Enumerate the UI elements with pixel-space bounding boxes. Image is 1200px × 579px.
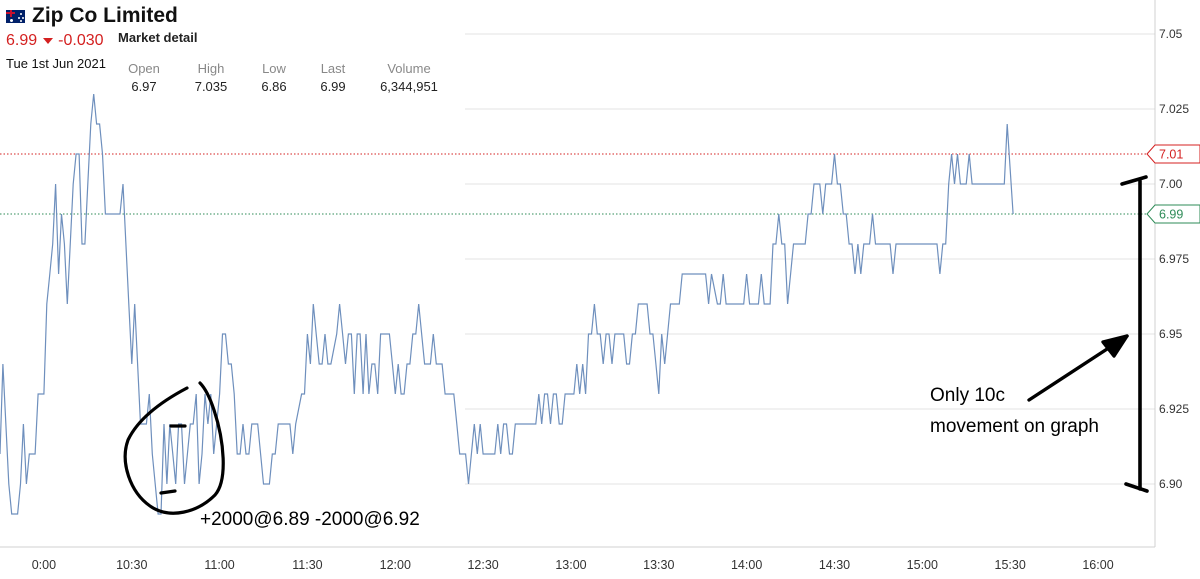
quote-header: Zip Co Limited 6.99 -0.030 Tue 1st Jun 2… [6,4,178,71]
stat-value-last: 6.99 [320,79,346,94]
y-tick-label-6: 7.05 [1159,27,1183,41]
last-price: 6.99 [6,32,38,49]
reference-label-box-1 [1146,204,1200,224]
x-tick-label-6: 13:00 [555,558,586,572]
handwritten-annotations [123,175,1149,515]
reference-lines [0,153,1155,215]
reference-label-1: 6.99 [1159,208,1183,222]
x-tick-label-12: 16:00 [1082,558,1113,572]
x-tick-label-2: 11:00 [204,558,234,572]
stat-label-volume: Volume [387,61,431,76]
y-tick-label-0: 6.90 [1159,477,1183,491]
australia-flag-icon [6,9,25,23]
annotation-trades: +2000@6.89 -2000@6.92 [200,509,420,530]
x-tick-label-5: 12:30 [467,558,498,572]
price-change: -0.030 [58,32,104,49]
y-tick-label-4: 7.00 [1159,177,1183,191]
arrow-head [1101,334,1129,358]
x-axis-ticks: 0:00 10:30 11:00 11:30 12:00 12:30 13:00 13:30 1… [32,558,1114,572]
stat-label-low: Low [262,61,286,76]
x-tick-label-11: 15:30 [995,558,1026,572]
reference-label-0: 7.01 [1159,148,1183,162]
reference-labels: 7.01 6.99 [1146,144,1200,224]
y-tick-label-3: 6.975 [1159,252,1189,266]
market-detail-title: Market detail [118,30,198,45]
x-tick-label-9: 14:30 [819,558,850,572]
x-tick-label-10: 15:00 [907,558,938,572]
mark-buy-dash [159,489,177,495]
x-tick-label-3: 11:30 [292,558,322,572]
company-name: Zip Co Limited [32,4,178,27]
range-bar-top-tick [1120,175,1148,186]
x-tick-label-1: 10:30 [116,558,147,572]
x-tick-label-0: 0:00 [32,558,56,572]
x-tick-label-7: 13:30 [643,558,674,572]
stat-label-high: High [197,61,225,76]
y-tick-label-1: 6.925 [1159,402,1189,416]
down-triangle-icon [43,38,54,44]
y-axis-ticks: 6.90 6.925 6.95 6.975 7.00 7.025 7.05 [1159,27,1189,491]
grid-lines [465,33,1155,485]
price-series-line [0,93,1014,515]
annotation-range-line-1: Only 10c [930,385,1005,406]
y-tick-label-5: 7.025 [1159,102,1189,116]
reference-label-box-0 [1146,144,1200,164]
x-tick-label-4: 12:00 [380,558,411,572]
y-tick-label-2: 6.95 [1159,327,1183,341]
circle-scribble [123,381,225,515]
stat-value-high: 7.035 [194,79,228,94]
stat-value-volume: 6,344,951 [380,79,438,94]
stat-value-open: 6.97 [131,79,157,94]
stat-value-low: 6.86 [261,79,287,94]
stat-label-last: Last [320,61,346,76]
range-bar-bottom-tick [1124,482,1149,493]
x-tick-label-8: 14:00 [731,558,762,572]
stat-label-open: Open [128,61,160,76]
quote-date: Tue 1st Jun 2021 [6,56,106,71]
annotation-range-line-2: movement on graph [930,416,1099,437]
